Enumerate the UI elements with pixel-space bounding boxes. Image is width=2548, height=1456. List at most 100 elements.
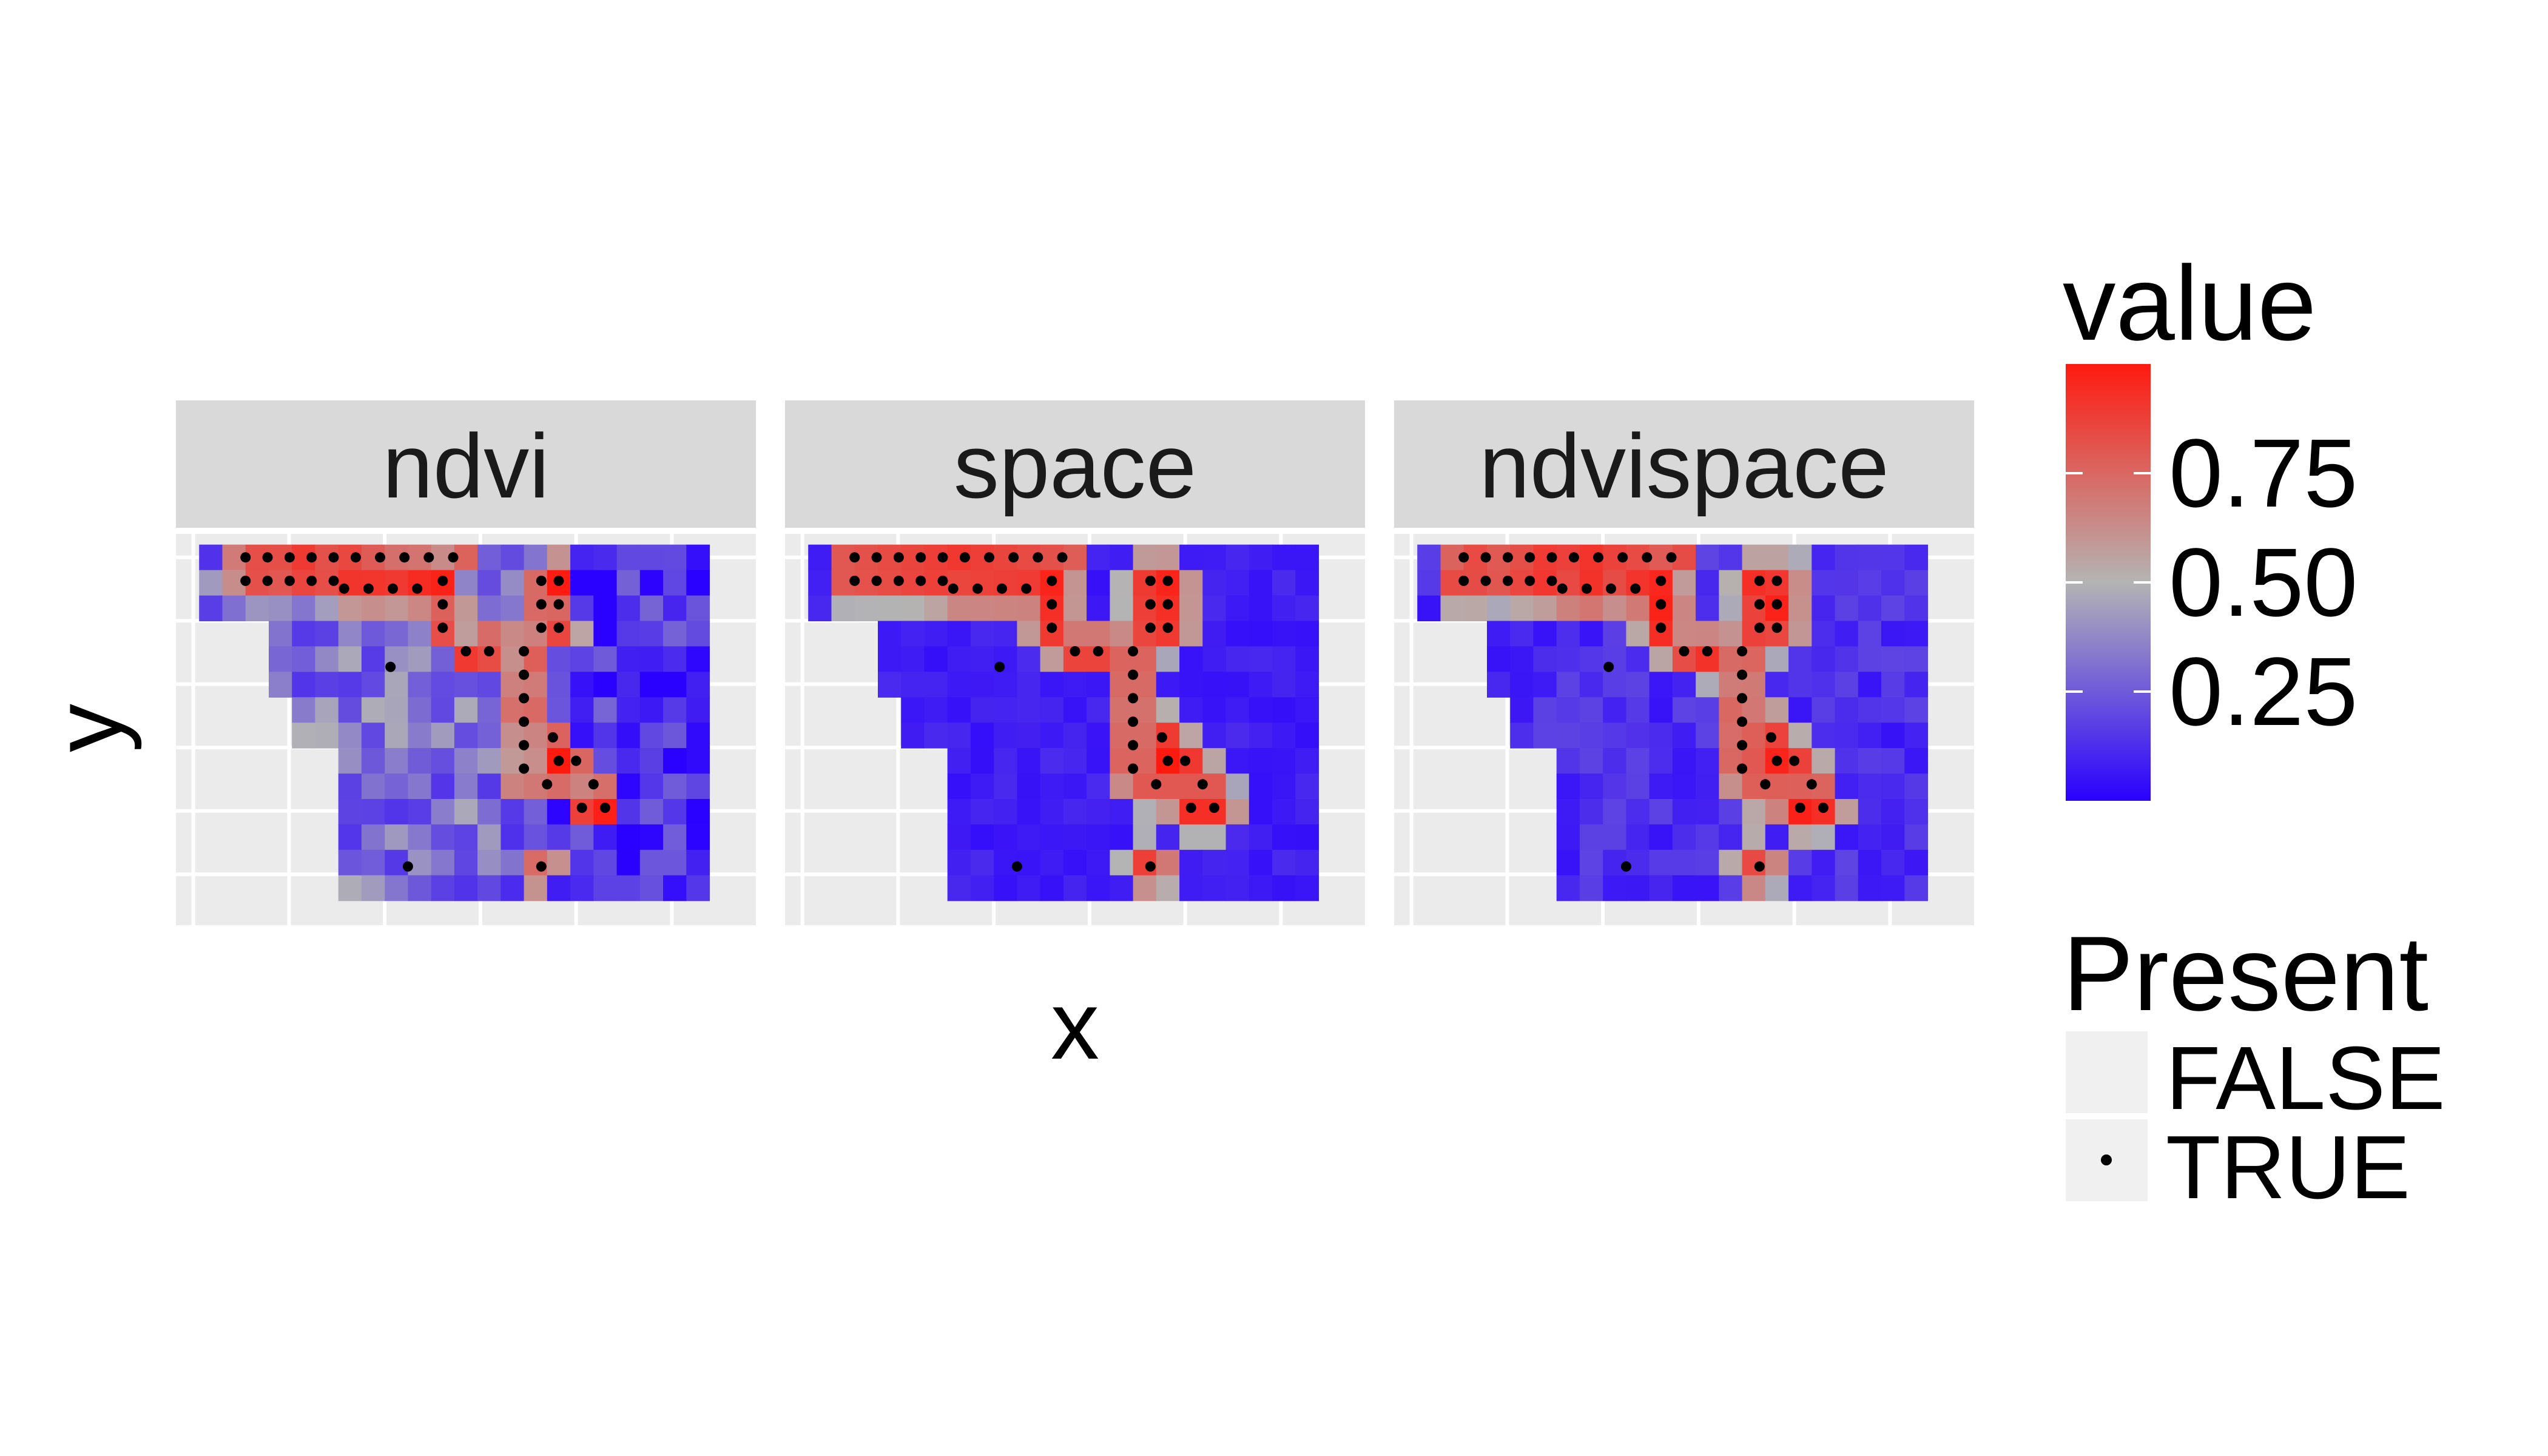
presence-point xyxy=(339,583,349,594)
raster-cell xyxy=(315,621,339,647)
presence-point xyxy=(1502,552,1513,563)
raster-cell xyxy=(477,697,501,723)
presence-point xyxy=(1057,552,1068,563)
raster-cell xyxy=(639,697,664,723)
raster-cell xyxy=(1556,824,1580,851)
raster-cell xyxy=(1249,621,1273,647)
raster-cell xyxy=(1719,849,1743,876)
raster-cell xyxy=(385,875,408,902)
raster-cell xyxy=(947,646,971,672)
presence-point xyxy=(871,575,882,586)
presence-point xyxy=(437,599,448,610)
raster-cell xyxy=(1225,774,1250,800)
raster-cell xyxy=(269,595,292,622)
presence-point xyxy=(1070,646,1080,656)
raster-cell xyxy=(970,875,994,902)
raster-cell xyxy=(1040,672,1064,698)
raster-cell xyxy=(431,697,455,723)
raster-cell xyxy=(639,595,664,622)
legend-label-true: TRUE xyxy=(2166,1117,2410,1218)
presence-point xyxy=(1156,732,1167,743)
raster-cell xyxy=(1040,799,1064,825)
raster-cell xyxy=(616,697,641,723)
raster-cell xyxy=(570,875,594,902)
presence-point xyxy=(437,622,448,633)
raster-cell xyxy=(1696,544,1719,571)
raster-cell xyxy=(1556,723,1580,749)
raster-cell xyxy=(1812,595,1836,622)
raster-cell xyxy=(1063,672,1087,698)
raster-cell xyxy=(1556,849,1580,876)
raster-cell xyxy=(1202,672,1227,698)
raster-cell xyxy=(408,748,432,774)
raster-cell xyxy=(361,875,385,902)
raster-cell xyxy=(338,672,362,698)
raster-cell xyxy=(639,672,664,698)
raster-cell xyxy=(1417,544,1441,571)
colorbar-tick-label: 0.75 xyxy=(2169,419,2358,527)
raster-cell xyxy=(338,774,362,800)
point-legend-title: Present xyxy=(2063,915,2428,1033)
presence-point xyxy=(915,575,926,586)
raster-cell xyxy=(477,748,501,774)
raster-cell xyxy=(1040,824,1064,851)
presence-point xyxy=(412,583,423,594)
presence-point xyxy=(1789,755,1800,766)
presence-point xyxy=(576,803,587,813)
raster-cell xyxy=(1696,723,1719,749)
presence-point xyxy=(448,552,459,563)
raster-cell xyxy=(1672,595,1696,622)
color-legend-title: value xyxy=(2063,244,2316,363)
raster-cell xyxy=(1225,544,1250,571)
raster-cell xyxy=(686,774,710,800)
raster-cell xyxy=(1904,774,1929,800)
raster-cell xyxy=(1603,723,1626,749)
y-axis-title: y xyxy=(33,704,142,752)
raster-cell xyxy=(1225,799,1250,825)
raster-cell xyxy=(1812,621,1836,647)
raster-cell xyxy=(269,672,292,698)
presence-point xyxy=(1606,583,1616,594)
raster-cell xyxy=(500,799,525,825)
raster-cell xyxy=(1719,824,1743,851)
presence-point xyxy=(948,583,959,594)
presence-point xyxy=(1737,763,1748,774)
raster-cell xyxy=(1904,849,1929,876)
raster-cell xyxy=(361,799,385,825)
presence-point xyxy=(1603,661,1614,672)
raster-cell xyxy=(1579,646,1603,672)
raster-cell xyxy=(593,824,618,851)
raster-cell xyxy=(1788,723,1812,749)
raster-cell xyxy=(1603,672,1626,698)
raster-cell xyxy=(663,595,687,622)
raster-cell xyxy=(639,824,664,851)
raster-cell xyxy=(1087,774,1110,800)
raster-cell xyxy=(570,544,594,571)
raster-cell xyxy=(1017,748,1041,774)
raster-cell xyxy=(1835,723,1859,749)
raster-cell xyxy=(454,595,478,622)
raster-cell xyxy=(1556,646,1580,672)
raster-cell xyxy=(1904,697,1929,723)
presence-point xyxy=(937,575,948,586)
raster-cell xyxy=(1017,774,1041,800)
raster-cell xyxy=(431,799,455,825)
raster-cell xyxy=(1835,875,1859,902)
raster-cell xyxy=(593,672,618,698)
raster-cell xyxy=(1579,697,1603,723)
raster-cell xyxy=(1881,849,1905,876)
presence-point xyxy=(1128,740,1139,750)
raster-cell xyxy=(315,595,339,622)
presence-point xyxy=(536,575,547,586)
presence-point xyxy=(1180,755,1191,766)
raster-cell xyxy=(924,697,948,723)
raster-cell xyxy=(1295,570,1320,596)
presence-point xyxy=(1617,552,1628,563)
presence-point xyxy=(1011,861,1022,872)
raster-cell xyxy=(1788,824,1812,851)
presence-point xyxy=(1581,583,1592,594)
presence-point xyxy=(984,552,994,563)
raster-cell xyxy=(1626,697,1650,723)
raster-cell xyxy=(639,748,664,774)
raster-cell xyxy=(1672,875,1696,902)
